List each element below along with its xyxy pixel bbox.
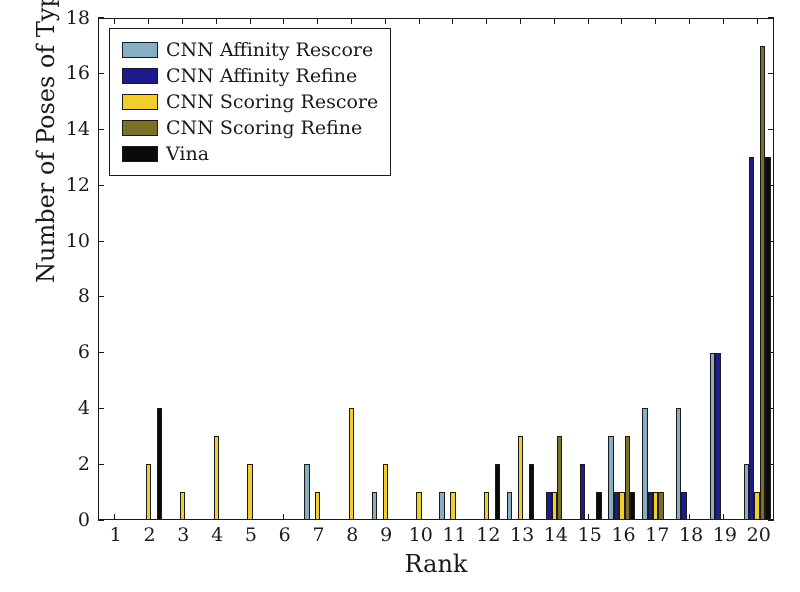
bar-cnn_affinity_rescore bbox=[439, 492, 444, 520]
bar-cnn_affinity_rescore bbox=[304, 464, 309, 520]
bar-cnn_scoring_rescore bbox=[214, 436, 219, 520]
legend-label: CNN Scoring Rescore bbox=[166, 91, 378, 113]
bar-cnn_scoring_rescore bbox=[416, 492, 421, 520]
bar-cnn_affinity_refine bbox=[681, 492, 686, 520]
legend-swatch bbox=[122, 120, 158, 136]
bar-cnn_affinity_refine bbox=[580, 464, 585, 520]
bar-cnn_scoring_rescore bbox=[247, 464, 252, 520]
legend-swatch bbox=[122, 68, 158, 84]
bar-cnn_affinity_rescore bbox=[507, 492, 512, 520]
bar-cnn_scoring_rescore bbox=[450, 492, 455, 520]
legend-label: Vina bbox=[166, 143, 209, 165]
bar-vina bbox=[630, 492, 635, 520]
chart-root: 024681012141618 123456789101112131415161… bbox=[0, 0, 800, 592]
bar-cnn_affinity_rescore bbox=[372, 492, 377, 520]
legend-item: CNN Scoring Rescore bbox=[122, 89, 378, 115]
legend-swatch bbox=[122, 42, 158, 58]
bar-cnn_scoring_rescore bbox=[484, 492, 489, 520]
bar-cnn_affinity_refine bbox=[749, 157, 754, 520]
legend-label: CNN Affinity Rescore bbox=[166, 39, 373, 61]
legend-label: CNN Affinity Refine bbox=[166, 65, 357, 87]
bar-vina bbox=[157, 408, 162, 520]
bar-vina bbox=[765, 157, 770, 520]
legend-label: CNN Scoring Refine bbox=[166, 117, 362, 139]
legend-item: Vina bbox=[122, 141, 378, 167]
bar-cnn_scoring_rescore bbox=[315, 492, 320, 520]
bar-cnn_scoring_rescore bbox=[146, 464, 151, 520]
bar-cnn_scoring_rescore bbox=[349, 408, 354, 520]
bar-vina bbox=[495, 464, 500, 520]
bar-cnn_scoring_rescore bbox=[180, 492, 185, 520]
bar-cnn_scoring_rescore bbox=[383, 464, 388, 520]
legend-swatch bbox=[122, 146, 158, 162]
bar-cnn_scoring_refine bbox=[658, 492, 663, 520]
legend: CNN Affinity Rescore CNN Affinity Refine C… bbox=[109, 28, 391, 176]
bar-cnn_scoring_refine bbox=[557, 436, 562, 520]
bar-vina bbox=[596, 492, 601, 520]
legend-item: CNN Affinity Refine bbox=[122, 63, 378, 89]
legend-swatch bbox=[122, 94, 158, 110]
bar-vina bbox=[529, 464, 534, 520]
bar-cnn_scoring_rescore bbox=[518, 436, 523, 520]
legend-item: CNN Affinity Rescore bbox=[122, 37, 378, 63]
bar-cnn_affinity_refine bbox=[715, 353, 720, 520]
legend-item: CNN Scoring Refine bbox=[122, 115, 378, 141]
